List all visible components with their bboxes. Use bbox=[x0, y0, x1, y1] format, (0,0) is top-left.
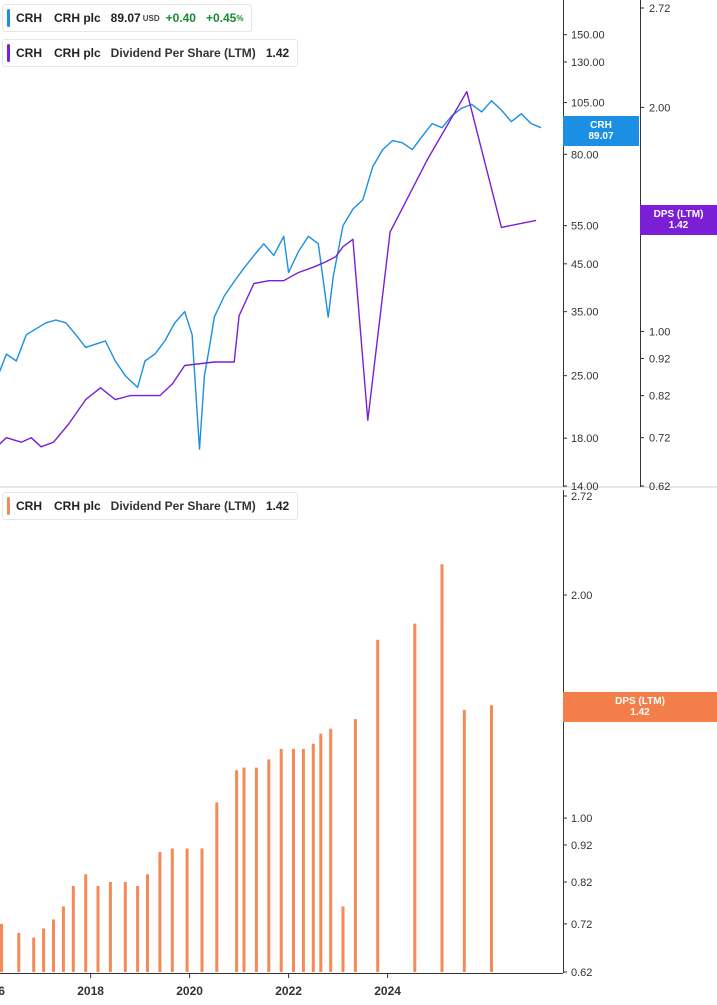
legend-price-currency: USD bbox=[142, 13, 160, 23]
legend-dps-bottom-metric: Dividend Per Share (LTM) bbox=[110, 499, 256, 513]
dps-bar bbox=[71, 885, 75, 972]
dps-bar bbox=[329, 728, 333, 972]
x-tick-label: 2016 bbox=[0, 984, 5, 998]
dps-right-tick-label: 1.00 bbox=[649, 326, 670, 338]
dps-bar bbox=[146, 874, 149, 972]
legend-dps-bottom-symbol: CRH bbox=[16, 499, 42, 513]
dps-bar bbox=[353, 719, 357, 972]
dps-bar-tick-label: 2.72 bbox=[571, 491, 592, 503]
dps-bar bbox=[136, 885, 140, 972]
dps-bar bbox=[440, 564, 444, 972]
dps-bar bbox=[42, 928, 46, 972]
legend-price-swatch bbox=[7, 9, 10, 27]
dps-top-axis-tag-label: DPS (LTM) bbox=[653, 209, 704, 220]
dps-right-tick-label: 2.72 bbox=[649, 3, 670, 15]
legend-dps-bottom-value: 1.42 bbox=[265, 499, 290, 513]
dps-bar bbox=[170, 848, 174, 972]
legend-dps-bottom-swatch bbox=[7, 497, 10, 515]
x-tick-label: 2020 bbox=[176, 984, 203, 998]
dps-bar bbox=[319, 733, 323, 972]
dps-bar bbox=[490, 705, 493, 972]
price-tick-label: 80.00 bbox=[571, 149, 599, 161]
dps-right-tick-label: 0.72 bbox=[649, 433, 670, 445]
dps-bar bbox=[279, 748, 283, 972]
dps-bar bbox=[341, 906, 345, 972]
price-axis-tag-value: 89.07 bbox=[588, 131, 614, 142]
legend-dps-bottom[interactable]: CRH CRH plc Dividend Per Share (LTM) 1.4… bbox=[2, 492, 299, 520]
dps-bar bbox=[17, 932, 21, 972]
price-axis-tag-label: CRH bbox=[590, 120, 612, 131]
price-tick-label: 45.00 bbox=[571, 259, 599, 271]
legend-dps-top[interactable]: CRH CRH plc Dividend Per Share (LTM) 1.4… bbox=[2, 39, 299, 67]
price-tick-label: 55.00 bbox=[571, 221, 599, 233]
dps-bar bbox=[462, 709, 466, 972]
dps-bar-tick-label: 2.00 bbox=[571, 590, 592, 602]
crh-price-line bbox=[0, 100, 542, 450]
legend-price-value: 89.07 bbox=[110, 11, 141, 25]
dps-bar bbox=[215, 802, 219, 972]
dps-bar bbox=[292, 748, 295, 972]
price-tick-label: 18.00 bbox=[571, 433, 599, 445]
dps-bottom-axis-tag-label: DPS (LTM) bbox=[615, 696, 665, 707]
legend-price[interactable]: CRH CRH plc 89.07 USD +0.40 +0.45 % bbox=[2, 4, 253, 32]
dps-bar bbox=[61, 906, 65, 972]
dps-bar bbox=[0, 923, 3, 972]
dps-bar bbox=[84, 874, 88, 972]
x-tick-label: 2018 bbox=[77, 984, 104, 998]
dps-right-tick-label: 2.00 bbox=[649, 102, 670, 114]
dps-top-axis-tag-value: 1.42 bbox=[668, 220, 689, 231]
legend-price-change: +0.40 bbox=[165, 11, 196, 25]
dps-bar bbox=[376, 639, 380, 972]
dps-bar bbox=[254, 767, 258, 972]
dps-bar bbox=[96, 885, 100, 972]
dps-bar-tick-label: 0.72 bbox=[571, 919, 592, 931]
legend-price-symbol: CRH bbox=[16, 11, 42, 25]
dps-bar bbox=[108, 882, 112, 972]
dps-bar bbox=[123, 882, 127, 972]
dps-bottom-axis-tag: DPS (LTM) 1.42 bbox=[563, 692, 717, 722]
legend-dps-top-name: CRH plc bbox=[54, 46, 101, 60]
dps-bar-tick-label: 0.82 bbox=[571, 877, 592, 889]
dps-bar bbox=[301, 748, 305, 972]
legend-price-change-pct: +0.45 bbox=[205, 11, 237, 25]
legend-dps-top-value: 1.42 bbox=[265, 46, 290, 60]
dps-right-tick-label: 0.92 bbox=[649, 353, 670, 365]
dps-line bbox=[0, 90, 537, 448]
price-tick-label: 105.00 bbox=[571, 98, 605, 110]
dps-right-tick-label: 0.62 bbox=[649, 481, 670, 493]
x-tick-label: 2022 bbox=[275, 984, 302, 998]
dps-bar bbox=[200, 848, 204, 972]
dps-bar-tick-label: 0.92 bbox=[571, 840, 592, 852]
dps-bar bbox=[413, 623, 417, 972]
price-tick-label: 35.00 bbox=[571, 307, 599, 319]
dps-bar bbox=[158, 852, 162, 972]
legend-dps-top-metric: Dividend Per Share (LTM) bbox=[110, 46, 256, 60]
legend-price-name: CRH plc bbox=[54, 11, 101, 25]
price-tick-label: 14.00 bbox=[571, 481, 599, 493]
legend-dps-bottom-name: CRH plc bbox=[54, 499, 101, 513]
price-tick-label: 150.00 bbox=[571, 30, 605, 42]
dps-bar-tick-label: 0.62 bbox=[571, 967, 592, 979]
price-axis-tag: CRH 89.07 bbox=[563, 116, 639, 146]
dps-bar bbox=[185, 848, 189, 972]
legend-dps-top-symbol: CRH bbox=[16, 46, 42, 60]
x-tick-label: 2024 bbox=[374, 984, 401, 998]
dps-bar bbox=[52, 919, 55, 972]
dps-bar bbox=[311, 743, 315, 972]
price-tick-label: 25.00 bbox=[571, 371, 599, 383]
dps-bar bbox=[267, 759, 271, 972]
price-tick-label: 130.00 bbox=[571, 57, 605, 69]
dps-bar bbox=[235, 770, 239, 972]
legend-price-pct-sign: % bbox=[236, 13, 244, 23]
dps-bar-tick-label: 1.00 bbox=[571, 813, 592, 825]
dps-right-tick-label: 0.82 bbox=[649, 391, 670, 403]
legend-dps-top-swatch bbox=[7, 44, 10, 62]
dps-top-axis-tag: DPS (LTM) 1.42 bbox=[640, 205, 717, 235]
dps-bottom-axis-tag-value: 1.42 bbox=[630, 707, 650, 718]
dps-bar bbox=[242, 767, 246, 972]
dps-bar bbox=[32, 937, 36, 972]
